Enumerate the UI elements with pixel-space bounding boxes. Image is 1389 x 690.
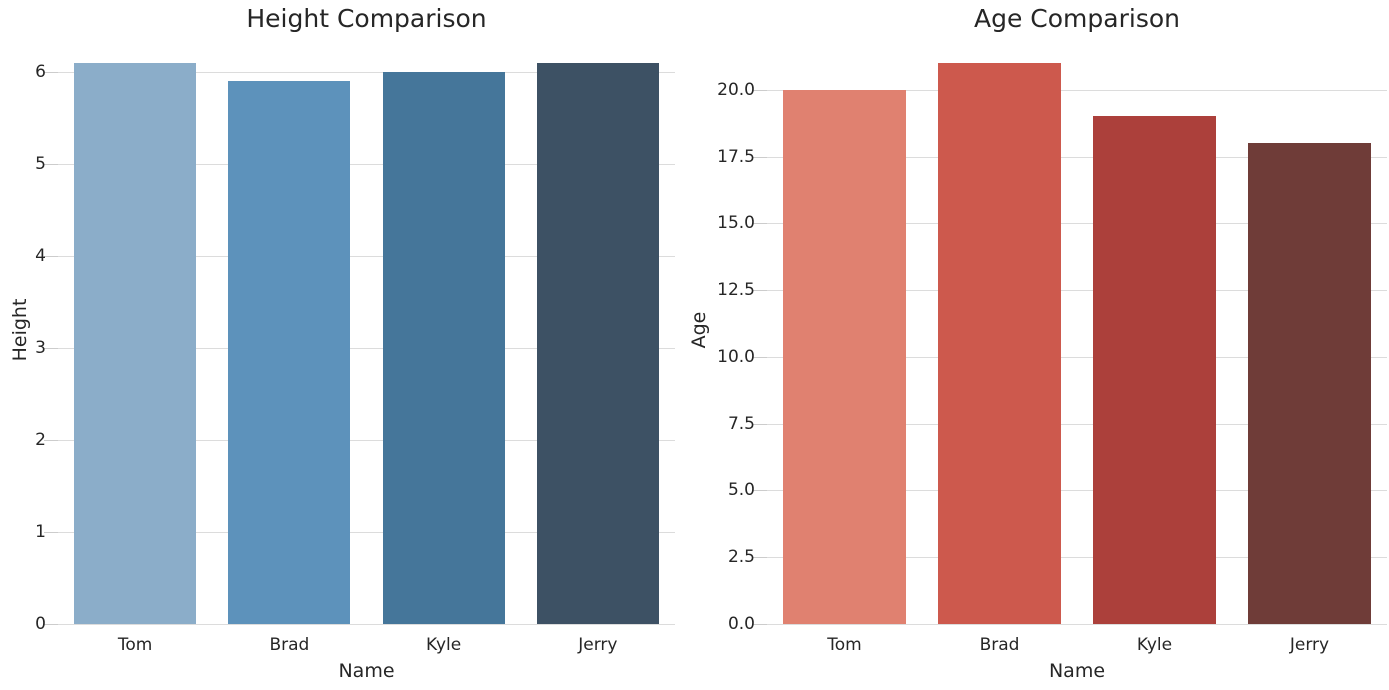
y-tick-mark — [44, 624, 58, 625]
y-tick-label: 0 — [35, 614, 46, 634]
y-tick-mark — [753, 223, 767, 225]
y-tick-label: 5 — [35, 154, 46, 175]
gridline — [767, 423, 1387, 425]
bar-tom — [74, 63, 197, 624]
gridline — [767, 557, 1387, 559]
y-tick-label: 12.5 — [717, 280, 755, 301]
gridline — [767, 624, 1387, 625]
gridline — [767, 490, 1387, 492]
y-tick-label: 3 — [35, 338, 46, 359]
gridline — [58, 440, 675, 442]
x-tick-label: Jerry — [1289, 635, 1330, 655]
y-tick-mark — [753, 624, 767, 625]
y-tick-label: 20.0 — [717, 79, 755, 100]
x-tick-label: Brad — [979, 635, 1020, 655]
y-tick-mark — [753, 156, 767, 158]
chart-title: Height Comparison — [246, 4, 487, 33]
gridline — [767, 89, 1387, 91]
y-tick-mark — [753, 89, 767, 91]
bar-tom — [783, 89, 906, 624]
x-tick-label: Tom — [827, 635, 862, 655]
bar-jerry — [1248, 143, 1371, 624]
y-tick-mark — [753, 557, 767, 559]
x-tick-label: Brad — [269, 635, 310, 655]
x-tick-label: Kyle — [1136, 635, 1173, 655]
gridline — [767, 156, 1387, 158]
y-tick-mark — [753, 290, 767, 292]
chart-title: Age Comparison — [974, 4, 1180, 33]
gridline — [767, 356, 1387, 358]
y-tick-mark — [44, 256, 58, 258]
gridline — [58, 348, 675, 350]
x-axis-label: Name — [338, 660, 395, 682]
y-tick-mark — [753, 356, 767, 358]
y-tick-mark — [44, 164, 58, 166]
x-tick-label: Tom — [117, 635, 153, 655]
y-axis-label: Age — [688, 311, 710, 349]
gridline — [767, 290, 1387, 292]
y-tick-label: 7.5 — [727, 413, 755, 434]
y-tick-label: 10.0 — [717, 346, 755, 367]
x-tick-label: Jerry — [578, 635, 618, 655]
y-tick-label: 17.5 — [717, 146, 755, 167]
bar-brad — [938, 63, 1061, 624]
bar-kyle — [382, 72, 505, 624]
y-tick-mark — [44, 440, 58, 442]
x-axis-label: Name — [1048, 660, 1106, 682]
y-tick-mark — [44, 72, 58, 74]
gridline — [58, 72, 675, 74]
y-tick-label: 0.0 — [727, 614, 755, 634]
y-tick-mark — [44, 532, 58, 534]
y-tick-label: 2 — [35, 430, 46, 451]
gridline — [767, 223, 1387, 225]
x-tick-label: Kyle — [426, 635, 462, 655]
gridline — [58, 164, 675, 166]
y-tick-mark — [753, 490, 767, 492]
y-tick-label: 1 — [35, 522, 46, 543]
bar-brad — [228, 81, 351, 624]
y-tick-mark — [44, 348, 58, 350]
gridline — [58, 256, 675, 258]
y-tick-label: 15.0 — [717, 213, 755, 234]
y-tick-label: 5.0 — [727, 480, 755, 501]
plot-area: 0 1 2 3 4 5 6 Tom Brad Kyle Jerry — [35, 35, 675, 655]
gridline — [58, 624, 675, 625]
y-tick-label: 6 — [35, 62, 46, 83]
bar-jerry — [536, 63, 659, 624]
plot-area: 0.0 2.5 5.0 7.5 10.0 12.5 15.0 17.5 20.0 Tom Brad K… — [717, 35, 1387, 655]
y-tick-label: 4 — [35, 246, 46, 267]
bar-kyle — [1093, 116, 1216, 624]
gridline — [58, 532, 675, 534]
y-tick-mark — [753, 423, 767, 425]
y-tick-label: 2.5 — [727, 547, 755, 568]
